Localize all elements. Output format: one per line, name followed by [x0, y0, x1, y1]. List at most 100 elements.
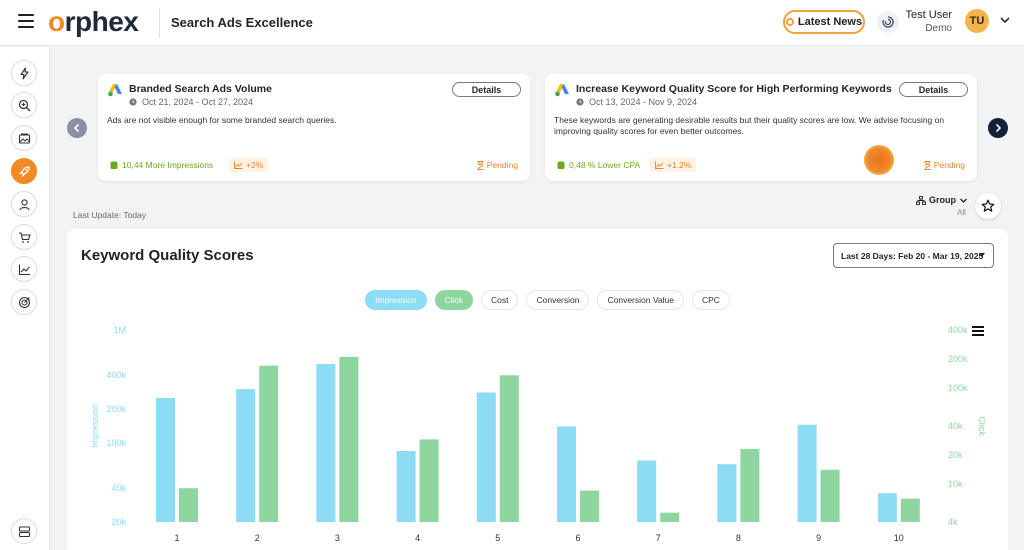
chevron-down-icon[interactable] [999, 14, 1011, 26]
click-bar [259, 365, 279, 522]
search-zoom-icon [18, 99, 30, 111]
chevron-down-icon [960, 198, 967, 203]
database-icon [110, 160, 118, 169]
sidebar-item-gallery[interactable] [11, 125, 37, 151]
server-icon [18, 525, 30, 537]
insight-change-text: +1.2% [667, 160, 692, 170]
menu-icon[interactable] [18, 14, 34, 28]
panel-title: Keyword Quality Scores [81, 247, 254, 264]
x-tick-label: 9 [816, 533, 821, 543]
swirl-icon[interactable] [877, 11, 899, 33]
google-ads-icon [108, 84, 122, 97]
insight-card[interactable]: Increase Keyword Quality Score for High … [545, 74, 977, 181]
x-tick-label: 3 [335, 533, 340, 543]
clock-icon [129, 98, 137, 106]
insight-change-chip: +1.2% [650, 158, 697, 172]
right-axis-tick: 40k [948, 421, 963, 431]
left-axis-tick: 20k [111, 517, 126, 527]
sidebar-item-trend[interactable] [11, 256, 37, 282]
metric-pill-click[interactable]: Click [434, 290, 473, 310]
clock-icon [576, 98, 584, 106]
impression-bar [797, 424, 817, 522]
impression-bar [156, 398, 175, 522]
insight-title: Increase Keyword Quality Score for High … [576, 83, 892, 95]
chart-menu-icon[interactable] [972, 326, 984, 338]
metric-pill-cost[interactable]: Cost [481, 290, 519, 310]
click-bar [580, 490, 599, 522]
date-range-select[interactable]: Last 28 Days: Feb 20 - Mar 19, 2025 [833, 243, 994, 268]
chevron-left-icon [73, 123, 80, 133]
assistant-orb-icon[interactable] [864, 145, 894, 175]
right-axis-title: Click [977, 416, 987, 436]
group-dropdown[interactable]: Group [916, 195, 968, 205]
sidebar-item-server[interactable] [11, 518, 37, 544]
impression-bar [236, 389, 256, 522]
insight-date: Oct 13, 2024 - Nov 9, 2024 [576, 97, 697, 107]
keyword-quality-chart: 1 2 3 4 5 6 7 8 9 10 20k 40k 100k 200k 400k 1M 4k 10k 20k 4… [90, 325, 987, 543]
keyword-quality-panel: Keyword Quality Scores Last 28 Days: Feb… [67, 229, 1008, 550]
sidebar-item-search[interactable] [11, 92, 37, 118]
sidebar-item-rocket[interactable] [11, 158, 37, 184]
x-tick-label: 7 [656, 533, 661, 543]
click-bar [499, 375, 519, 522]
left-sidebar [0, 47, 50, 550]
left-axis-tick: 1M [113, 325, 126, 335]
sidebar-item-cart[interactable] [11, 224, 37, 250]
right-axis-tick: 400k [948, 325, 968, 335]
impression-bar [316, 364, 336, 522]
details-button[interactable]: Details [452, 82, 521, 97]
sidebar-item-target[interactable] [11, 289, 37, 315]
x-tick-label: 5 [495, 533, 500, 543]
metric-pill-conversion[interactable]: Conversion [526, 290, 590, 310]
impression-bar [396, 450, 416, 522]
latest-news-label: Latest News [797, 16, 863, 28]
impression-bar [877, 493, 897, 522]
insight-description: These keywords are generating desirable … [554, 115, 945, 136]
user-icon [18, 198, 30, 210]
click-bar [820, 469, 840, 522]
click-bar [900, 498, 920, 522]
left-axis-tick: 400k [106, 370, 126, 380]
click-bar [419, 439, 439, 522]
impression-bar [717, 464, 737, 522]
orphex-logo[interactable]: orphex [48, 6, 139, 37]
caret-down-icon [979, 253, 985, 257]
user-org: Demo [925, 23, 952, 34]
metric-pill-cpc[interactable]: CPC [691, 290, 730, 310]
metric-pill-impression[interactable]: Impression [365, 290, 427, 310]
last-update-text: Last Update: Today [73, 210, 147, 220]
chevron-right-icon [995, 123, 1002, 133]
favorite-button[interactable] [975, 193, 1001, 219]
sidebar-item-user[interactable] [11, 191, 37, 217]
insight-status: Pending [924, 160, 965, 170]
insight-card[interactable]: Branded Search Ads Volume Oct 21, 2024 -… [98, 74, 530, 181]
impression-bar [476, 392, 496, 522]
hourglass-icon [924, 160, 931, 170]
metric-pill-conversion-value[interactable]: Conversion Value [597, 290, 684, 310]
right-axis-tick: 100k [948, 383, 968, 393]
bolt-icon [19, 66, 29, 80]
insight-change-chip: +2% [229, 158, 269, 172]
avatar[interactable]: TU [965, 9, 989, 33]
carousel-next-button[interactable] [988, 118, 1008, 138]
database-icon [557, 160, 565, 169]
hierarchy-icon [916, 195, 926, 205]
sidebar-item-bolt[interactable] [11, 60, 37, 86]
trend-chart-icon [18, 264, 30, 275]
details-button[interactable]: Details [899, 82, 968, 97]
group-value: All [957, 208, 966, 217]
top-bar: orphex Search Ads Excellence Latest News… [0, 0, 1024, 46]
insight-status-text: Pending [486, 160, 518, 170]
trend-up-icon [234, 161, 243, 169]
x-tick-label: 2 [255, 533, 260, 543]
insight-date-text: Oct 13, 2024 - Nov 9, 2024 [589, 97, 698, 107]
left-axis-tick: 100k [106, 438, 126, 448]
latest-news-button[interactable]: Latest News [783, 10, 865, 34]
cart-icon [18, 231, 31, 243]
right-axis-tick: 10k [948, 479, 963, 489]
user-name: Test User [905, 9, 952, 21]
insight-date: Oct 21, 2024 - Oct 27, 2024 [129, 97, 253, 107]
insight-description: Ads are not visible enough for some bran… [107, 115, 337, 125]
google-ads-icon [555, 84, 569, 97]
carousel-prev-button[interactable] [67, 118, 87, 138]
